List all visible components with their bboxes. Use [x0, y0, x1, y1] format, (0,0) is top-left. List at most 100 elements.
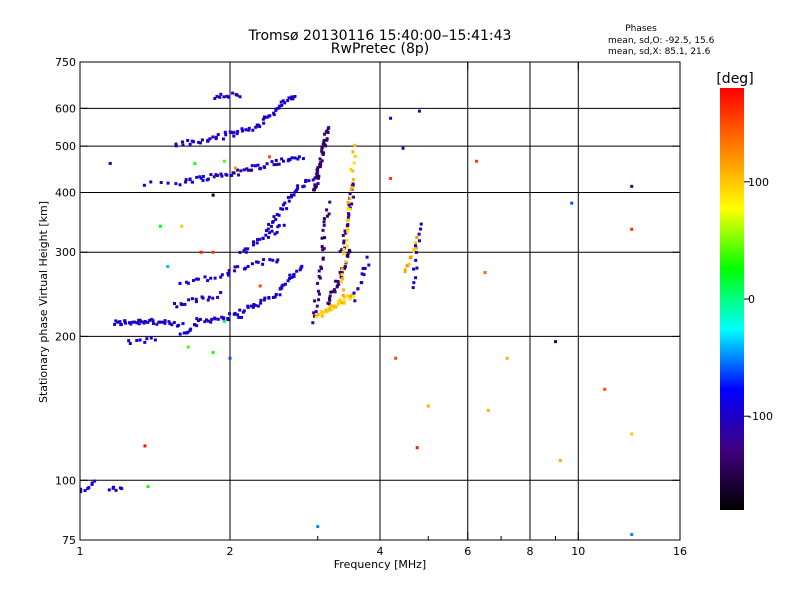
trace-point: [342, 239, 346, 243]
trace-point: [346, 228, 350, 232]
trace-point: [329, 304, 333, 308]
trace-point: [362, 273, 366, 277]
trace-point: [175, 305, 179, 309]
trace-point: [349, 187, 353, 191]
y-tick-label: 100: [55, 474, 76, 487]
trace-point: [184, 178, 188, 182]
data-point: [630, 227, 634, 231]
trace-point: [249, 304, 253, 308]
trace-point: [282, 223, 286, 227]
colorbar-tick-label: 100: [748, 176, 769, 189]
trace-point: [195, 324, 199, 328]
trace-point: [347, 203, 351, 207]
trace-point: [163, 319, 167, 323]
data-point: [505, 356, 509, 360]
trace-point: [159, 180, 163, 184]
trace-point: [285, 207, 289, 211]
trace-point: [275, 107, 279, 111]
trace-point: [326, 307, 330, 311]
trace-point: [281, 203, 285, 207]
trace-point: [168, 322, 172, 326]
data-point: [415, 446, 419, 450]
trace-point: [137, 322, 141, 326]
trace-point: [190, 297, 194, 301]
trace-point: [119, 322, 123, 326]
trace-point: [180, 140, 184, 144]
trace-point: [322, 310, 326, 314]
trace-point: [336, 303, 340, 307]
data-point: [228, 356, 232, 360]
trace-point: [315, 168, 319, 172]
trace-point: [188, 142, 192, 146]
trace-point: [317, 298, 321, 302]
data-point: [223, 319, 227, 323]
trace-point: [181, 143, 185, 147]
trace-point: [204, 318, 208, 322]
trace-point: [250, 168, 254, 172]
trace-point: [320, 149, 324, 153]
trace-point: [307, 179, 311, 183]
trace-point: [176, 324, 180, 328]
trace-point: [267, 295, 271, 299]
trace-point: [283, 201, 287, 205]
trace-point: [352, 161, 356, 165]
trace-point: [279, 100, 283, 104]
data-point: [211, 250, 215, 254]
trace-point: [342, 288, 346, 292]
trace-point: [193, 323, 197, 327]
data-point: [475, 159, 479, 163]
trace-point: [272, 215, 276, 219]
trace-point: [273, 295, 277, 299]
trace-point: [195, 317, 199, 321]
data-point: [223, 159, 227, 163]
trace-point: [247, 126, 251, 130]
data-point: [158, 224, 162, 228]
trace-point: [413, 244, 417, 248]
trace-point: [194, 300, 198, 304]
trace-point: [220, 174, 224, 178]
data-point: [316, 525, 320, 529]
trace-point: [238, 308, 242, 312]
trace-point: [80, 490, 83, 494]
trace-point: [271, 220, 275, 224]
trace-point: [322, 138, 326, 142]
trace-point: [174, 182, 178, 186]
trace-point: [255, 238, 259, 242]
trace-point: [138, 318, 142, 322]
trace-point: [257, 123, 261, 127]
trace-point: [297, 155, 301, 159]
trace-point: [351, 195, 355, 199]
trace-point: [143, 340, 147, 344]
trace-point: [343, 296, 347, 300]
trace-point: [414, 258, 418, 262]
trace-point: [419, 227, 423, 231]
trace-point: [327, 126, 331, 130]
trace-point: [345, 238, 349, 242]
trace-point: [315, 304, 319, 308]
data-point: [233, 166, 237, 170]
trace-point: [180, 303, 184, 307]
trace-point: [278, 293, 282, 297]
trace-point: [267, 222, 271, 226]
trace-point: [331, 290, 335, 294]
trace-point: [326, 130, 330, 134]
trace-point: [316, 281, 320, 285]
trace-point: [262, 298, 266, 302]
trace-point: [127, 339, 131, 343]
trace-point: [135, 321, 139, 325]
trace-point: [283, 101, 287, 105]
trace-point: [320, 245, 324, 249]
trace-point: [311, 321, 315, 325]
trace-point: [185, 280, 189, 284]
trace-point: [296, 187, 300, 191]
trace-point: [322, 220, 326, 224]
data-point: [180, 224, 184, 228]
trace-point: [414, 276, 418, 280]
trace-point: [290, 156, 294, 160]
trace-point: [299, 266, 303, 270]
trace-point: [317, 269, 321, 273]
trace-point: [128, 321, 132, 325]
trace-point: [288, 276, 292, 280]
trace-point: [341, 293, 345, 297]
